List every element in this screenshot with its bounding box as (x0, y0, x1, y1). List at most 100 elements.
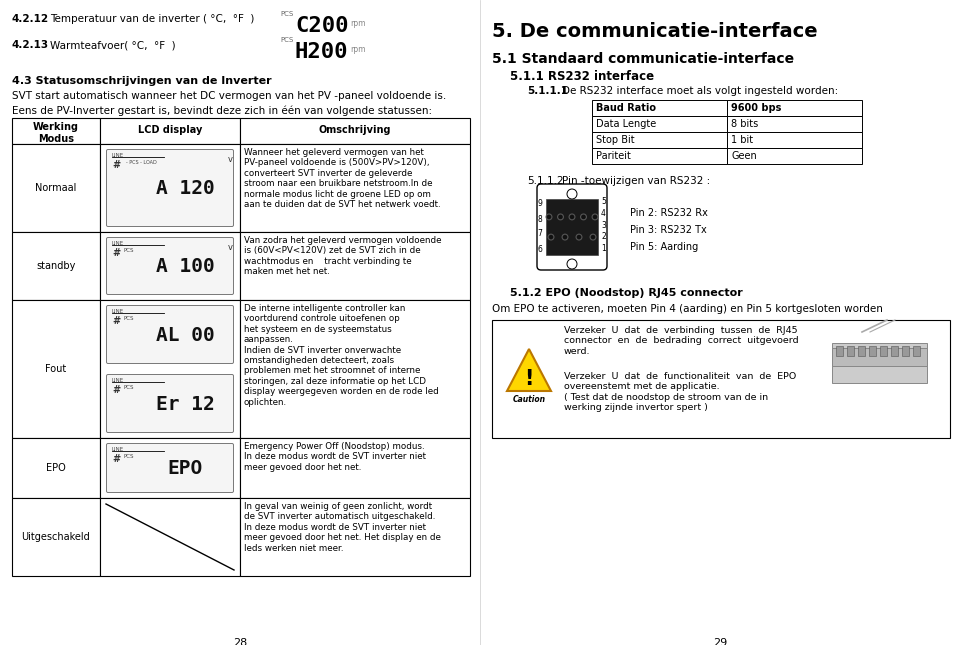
Text: De interne intelligente controller kan
voortdurend controle uitoefenen op
het sy: De interne intelligente controller kan v… (244, 304, 439, 406)
Text: PCS: PCS (123, 316, 133, 321)
Text: !: ! (524, 369, 534, 389)
Text: PCS: PCS (123, 248, 133, 253)
Text: De RS232 interface moet als volgt ingesteld worden:: De RS232 interface moet als volgt ingest… (562, 86, 838, 96)
Bar (100, 300, 240, 438)
Text: 8 bits: 8 bits (731, 119, 758, 129)
Circle shape (592, 214, 598, 220)
Polygon shape (507, 349, 551, 391)
Text: Stop Bit: Stop Bit (596, 135, 635, 145)
Text: Pariteit: Pariteit (596, 151, 631, 161)
Text: Fout: Fout (45, 364, 66, 374)
Text: 2: 2 (601, 232, 606, 241)
Circle shape (570, 215, 574, 219)
Text: PCS: PCS (123, 454, 133, 459)
Text: Wanneer het geleverd vermogen van het
PV-paneel voldoende is (500V>PV>120V),
con: Wanneer het geleverd vermogen van het PV… (244, 148, 441, 209)
Bar (891, 346, 898, 356)
Text: 28: 28 (233, 638, 247, 645)
Circle shape (582, 215, 585, 219)
Bar (592, 132, 727, 148)
Text: Van zodra het geleverd vermogen voldoende
is (60V<PV<120V) zet de SVT zich in de: Van zodra het geleverd vermogen voldoend… (244, 236, 442, 276)
Circle shape (558, 214, 564, 220)
FancyBboxPatch shape (537, 184, 607, 270)
Bar (12, 118, 100, 144)
Text: LINE: LINE (112, 241, 124, 246)
Text: AL 00: AL 00 (156, 326, 214, 345)
Text: In geval van weinig of geen zonlicht, wordt
de SVT inverter automatisch uitgesch: In geval van weinig of geen zonlicht, wo… (244, 502, 441, 553)
Text: EPO: EPO (167, 459, 203, 479)
Text: Eens de PV-Inverter gestart is, bevindt deze zich in één van volgende statussen:: Eens de PV-Inverter gestart is, bevindt … (12, 105, 432, 115)
Text: Om EPO te activeren, moeten Pin 4 (aarding) en Pin 5 kortgesloten worden: Om EPO te activeren, moeten Pin 4 (aardi… (492, 304, 883, 314)
Text: Data Lengte: Data Lengte (596, 119, 657, 129)
Text: H200: H200 (295, 42, 348, 62)
FancyBboxPatch shape (107, 150, 233, 226)
Bar (727, 132, 862, 148)
Bar (240, 144, 470, 232)
Text: Verzeker  U  dat  de  functionaliteit  van  de  EPO
overeenstemt met de applicat: Verzeker U dat de functionaliteit van de… (564, 372, 796, 412)
Text: A 100: A 100 (156, 257, 214, 277)
Bar (727, 116, 862, 132)
Bar (12, 144, 100, 232)
Text: 5.1.1 RS232 interface: 5.1.1 RS232 interface (510, 70, 654, 83)
Text: Pin 2: RS232 Rx: Pin 2: RS232 Rx (630, 208, 708, 218)
Text: 5. De communicatie-interface: 5. De communicatie-interface (492, 22, 818, 41)
Text: Uitgeschakeld: Uitgeschakeld (22, 532, 90, 542)
Circle shape (567, 259, 577, 269)
Text: Geen: Geen (731, 151, 756, 161)
Bar (240, 300, 470, 438)
Text: #: # (112, 248, 120, 258)
Text: PCS: PCS (123, 385, 133, 390)
Text: - PCS - LOAD: - PCS - LOAD (126, 160, 156, 165)
Text: 29: 29 (713, 638, 727, 645)
Text: #: # (112, 160, 120, 170)
Bar (858, 346, 865, 356)
Text: v: v (228, 155, 233, 164)
FancyBboxPatch shape (107, 444, 233, 493)
Text: 9600 bps: 9600 bps (731, 103, 781, 113)
Text: v: v (228, 243, 233, 252)
Text: SVT start automatisch wanneer het DC vermogen van het PV -paneel voldoende is.: SVT start automatisch wanneer het DC ver… (12, 91, 446, 101)
Text: PCS: PCS (280, 11, 293, 17)
Bar (12, 498, 100, 576)
Bar (592, 100, 727, 116)
Text: PCS: PCS (280, 37, 293, 43)
Text: 5.1.1.1: 5.1.1.1 (527, 86, 568, 96)
Circle shape (546, 214, 552, 220)
Text: Normaal: Normaal (36, 183, 77, 193)
Text: Verzeker  U  dat  de  verbinding  tussen  de  RJ45
connector  en  de  bedrading : Verzeker U dat de verbinding tussen de R… (564, 326, 799, 356)
Circle shape (577, 235, 581, 239)
Text: 4.3 Statusomschrijvingen van de Inverter: 4.3 Statusomschrijvingen van de Inverter (12, 76, 272, 86)
FancyBboxPatch shape (107, 306, 233, 364)
Circle shape (581, 214, 587, 220)
Text: 1: 1 (601, 244, 606, 253)
Text: 5: 5 (601, 197, 606, 206)
Text: 1 bit: 1 bit (731, 135, 754, 145)
Text: Pin 3: RS232 Tx: Pin 3: RS232 Tx (630, 225, 707, 235)
FancyBboxPatch shape (107, 375, 233, 433)
Text: Omschrijving: Omschrijving (319, 125, 392, 135)
Bar (100, 118, 240, 144)
Bar (832, 343, 927, 383)
FancyBboxPatch shape (107, 237, 233, 295)
Text: Caution: Caution (513, 395, 545, 404)
Text: 8: 8 (538, 215, 542, 224)
Text: 4: 4 (601, 209, 606, 218)
Text: C200: C200 (295, 16, 348, 36)
Circle shape (548, 234, 554, 240)
Bar (100, 144, 240, 232)
Bar (240, 498, 470, 576)
Bar (847, 346, 854, 356)
Text: Pin -toewijzigen van RS232 :: Pin -toewijzigen van RS232 : (562, 176, 710, 186)
Circle shape (564, 235, 566, 239)
Circle shape (590, 234, 596, 240)
Text: Baud Ratio: Baud Ratio (596, 103, 656, 113)
Text: LINE: LINE (112, 378, 124, 383)
Text: 5.1 Standaard communicatie-interface: 5.1 Standaard communicatie-interface (492, 52, 794, 66)
Text: 6: 6 (538, 244, 542, 253)
Circle shape (567, 189, 577, 199)
Text: LCD display: LCD display (138, 125, 203, 135)
Bar (240, 438, 470, 498)
Bar (12, 232, 100, 300)
Circle shape (559, 215, 563, 219)
Text: Temperatuur van de inverter ( °C,  °F  ): Temperatuur van de inverter ( °C, °F ) (50, 14, 254, 24)
Text: LINE: LINE (112, 153, 124, 158)
